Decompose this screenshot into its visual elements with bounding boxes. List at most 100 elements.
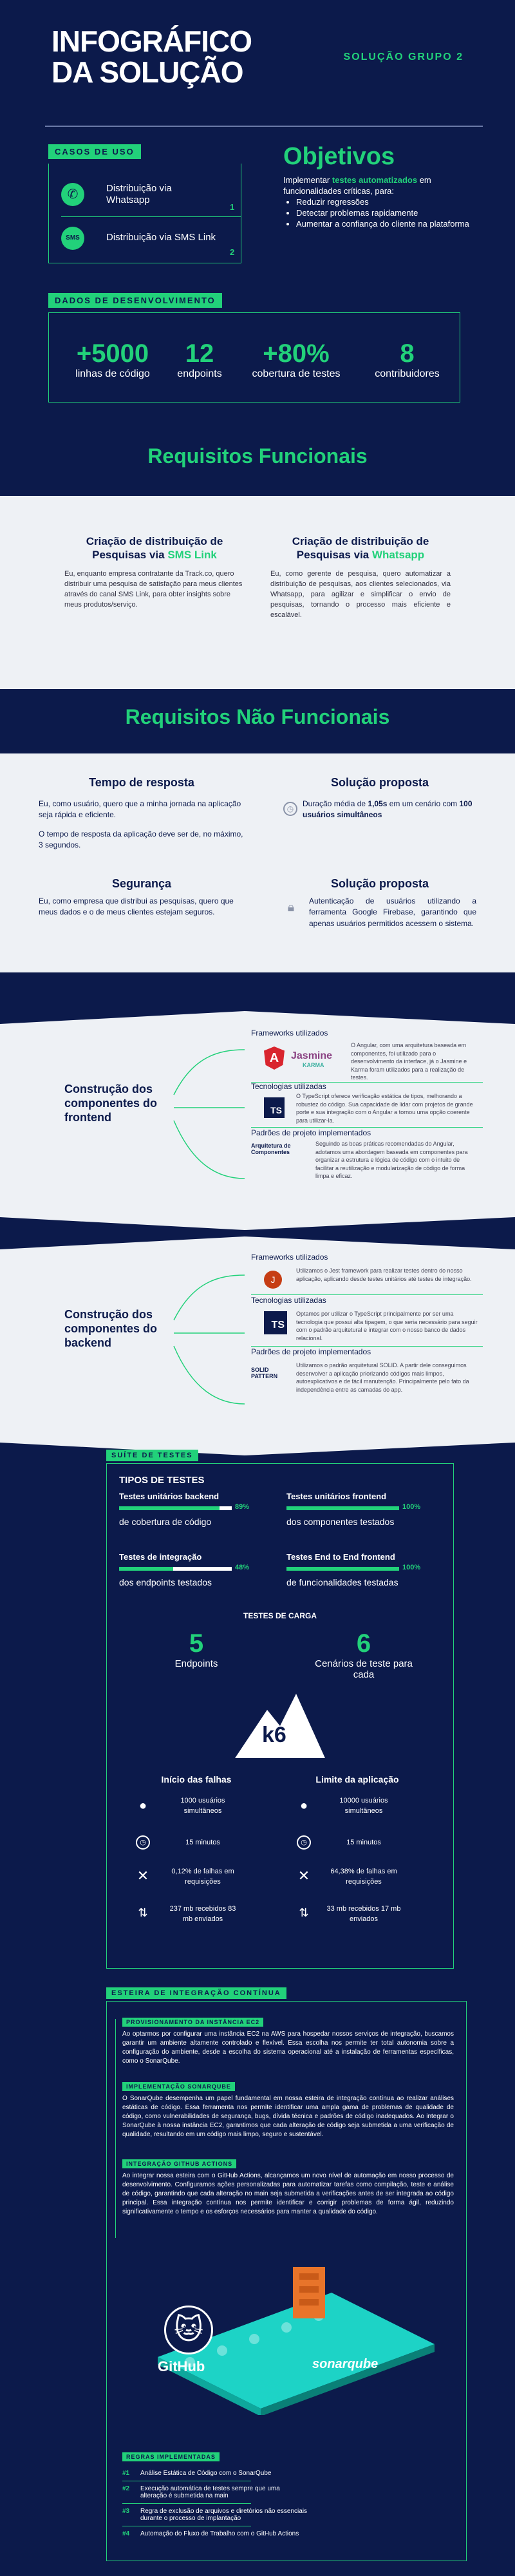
progress-fill xyxy=(119,1506,220,1510)
endpoints-stat: 5 Endpoints xyxy=(145,1629,248,1669)
sms-icon: SMS xyxy=(61,227,84,250)
test-sub: dos endpoints testados xyxy=(119,1577,212,1587)
pattern-name: Arquitetura de Componentes xyxy=(251,1142,291,1155)
rule-text: Execução automática de testes sempre que… xyxy=(140,2485,280,2499)
divider xyxy=(251,1127,483,1128)
list-item: Aumentar a confiança do cliente na plata… xyxy=(296,218,476,229)
stat-value: +80% xyxy=(263,339,330,368)
ci-step-2: IMPLEMENTAÇÃO SONARQUBE O SonarQube dese… xyxy=(122,2080,454,2139)
intro-text: Implementar xyxy=(283,175,332,185)
stat: +80% cobertura de testes xyxy=(235,339,357,380)
ci-step-title: INTEGRAÇÃO GITHUB ACTIONS xyxy=(122,2159,237,2168)
title-highlight: Whatsapp xyxy=(371,549,425,561)
dev-data: DADOS DE DESENVOLVIMENTO +5000 linhas de… xyxy=(48,293,460,409)
rule: #3 Regra de exclusão de arquivos e diretó… xyxy=(122,2508,454,2522)
test-suite-tag: SUÍTE DE TESTES xyxy=(106,1450,198,1461)
use-cases-box xyxy=(48,164,241,263)
test-sub: dos componentes testados xyxy=(286,1517,395,1527)
progress-bar xyxy=(286,1506,399,1510)
text: Duração média de xyxy=(303,799,368,808)
e2e: Testes End to End frontend 100% de funci… xyxy=(286,1552,441,1587)
test-title: Testes unitários backend xyxy=(119,1492,220,1501)
ci-step-3: INTEGRAÇÃO GITHUB ACTIONS Ao integrar no… xyxy=(122,2157,454,2217)
progress-value: 48% xyxy=(235,1564,250,1571)
intro-highlight: testes automatizados xyxy=(332,175,418,185)
objectives-title: Objetivos xyxy=(283,143,395,170)
section-label: Tecnologias utilizadas xyxy=(251,1082,326,1091)
metric: 1000 usuários simultâneos xyxy=(180,1797,225,1815)
karma-icon: KARMA xyxy=(303,1062,324,1068)
backend-tech: Tecnologias utilizadas TS Optamos por ut… xyxy=(251,1296,483,1341)
solution-2: Solução proposta 🔒︎ Autenticação de usuá… xyxy=(283,877,476,929)
load-title: TESTES DE CARGA xyxy=(243,1611,317,1620)
progress-bar xyxy=(119,1506,232,1510)
text-bold: 1,05s xyxy=(368,799,388,808)
section-text: Utilizamos o padrão arquitetural SOLID. … xyxy=(296,1362,469,1393)
rule-number: #1 xyxy=(122,2470,130,2477)
pattern-name: SOLID PATTERN xyxy=(251,1367,278,1379)
use-cases-tag: CASOS DE USO xyxy=(48,144,141,159)
ci-step-text: O SonarQube desempenha um papel fundamen… xyxy=(122,2095,454,2138)
metric: 15 minutos xyxy=(185,1839,220,1846)
metric: 64,38% de falhas em requisições xyxy=(330,1868,397,1886)
header-divider xyxy=(45,126,483,127)
block-title: Solução proposta xyxy=(330,877,429,890)
cross-icon: ✕ xyxy=(297,1868,310,1884)
section-label: Tecnologias utilizadas xyxy=(251,1296,326,1305)
objectives: Objetivos Implementar testes automatizad… xyxy=(283,143,476,229)
scenarios-stat: 6 Cenários de teste para cada xyxy=(306,1629,422,1680)
text-bold: 100 usuários simultâneos xyxy=(303,799,473,820)
use-cases: CASOS DE USO ✆ Distribuição via Whatsapp… xyxy=(48,144,248,267)
rule: #4 Automação do Fluxo de Trabalho com o G… xyxy=(122,2530,454,2537)
func-req-sms: Criação de distribuição de Pesquisas via… xyxy=(64,535,245,611)
ci-vertical-line xyxy=(115,2019,116,2238)
block-text: O tempo de resposta da aplicação deve se… xyxy=(39,829,243,850)
progress-value: 100% xyxy=(402,1564,421,1571)
column-title: Limite da aplicação xyxy=(315,1774,399,1785)
test-suite-box xyxy=(106,1463,454,1969)
progress-value: 89% xyxy=(235,1503,250,1511)
func-req-title: Criação de distribuição de Pesquisas via… xyxy=(64,535,245,562)
block-text: Duração média de 1,05s em um cenário com… xyxy=(303,799,476,821)
ci-illustration: 🐱︎ GitHub sonarqube xyxy=(138,2248,441,2416)
use-case-label: Distribuição via SMS Link xyxy=(106,232,216,243)
objectives-list: Reduzir regressões Detectar problemas ra… xyxy=(296,196,476,229)
user-icon: ● xyxy=(138,1799,147,1813)
rules-tag: REGRAS IMPLEMENTADAS xyxy=(122,2452,220,2461)
section-label: Frameworks utilizados xyxy=(251,1253,328,1262)
progress-fill xyxy=(286,1506,399,1510)
jest-icon: J xyxy=(264,1271,282,1289)
data-icon: ⇅ xyxy=(299,1906,309,1919)
group-label: SOLUÇÃO GRUPO 2 xyxy=(343,52,464,62)
rule-number: #4 xyxy=(122,2530,130,2537)
integration: Testes de integração 48% dos endpoints t… xyxy=(119,1552,261,1587)
title-line: Pesquisas via Whatsapp xyxy=(270,548,451,562)
stat-label: cobertura de testes xyxy=(252,368,341,379)
use-case-label: Distribuição via Whatsapp xyxy=(106,183,172,205)
list-item: Reduzir regressões xyxy=(296,196,476,207)
rule-text: Análise Estática de Código com o SonarQu… xyxy=(140,2470,272,2477)
dev-data-box xyxy=(48,312,460,402)
block-title: Tempo de resposta xyxy=(89,776,194,789)
ci-step-text: Ao integrar nossa esteira com o GitHub A… xyxy=(122,2172,454,2215)
title-text: Pesquisas via xyxy=(92,549,168,561)
whatsapp-icon: ✆ xyxy=(61,183,84,206)
sonarqube-icon: sonarqube xyxy=(312,2357,379,2371)
frontend-title: Construção dos componentes do frontend xyxy=(64,1083,158,1124)
rule: #2 Execução automática de testes sempre q… xyxy=(122,2485,454,2499)
data-icon: ⇅ xyxy=(138,1906,148,1919)
github-label: GitHub xyxy=(158,2358,205,2374)
ci-step-title: IMPLEMENTAÇÃO SONARQUBE xyxy=(122,2082,235,2091)
func-req-whatsapp: Criação de distribuição de Pesquisas via… xyxy=(270,535,451,621)
backend-patterns: Padrões de projeto implementados SOLID P… xyxy=(251,1347,483,1393)
frontend-tech: Tecnologias utilizadas TS O TypeScript o… xyxy=(251,1082,483,1124)
clock-icon: ◷ xyxy=(283,802,297,816)
column-title: Início das falhas xyxy=(161,1774,232,1785)
stat: 12 endpoints xyxy=(164,339,235,380)
progress-fill xyxy=(119,1567,173,1571)
solution-1: Solução proposta ◷ Duração média de 1,05… xyxy=(283,776,476,821)
divider xyxy=(251,1294,483,1295)
k6-label: k6 xyxy=(262,1723,286,1747)
test-title: Testes unitários frontend xyxy=(286,1492,387,1501)
stat-label: linhas de código xyxy=(75,368,150,379)
